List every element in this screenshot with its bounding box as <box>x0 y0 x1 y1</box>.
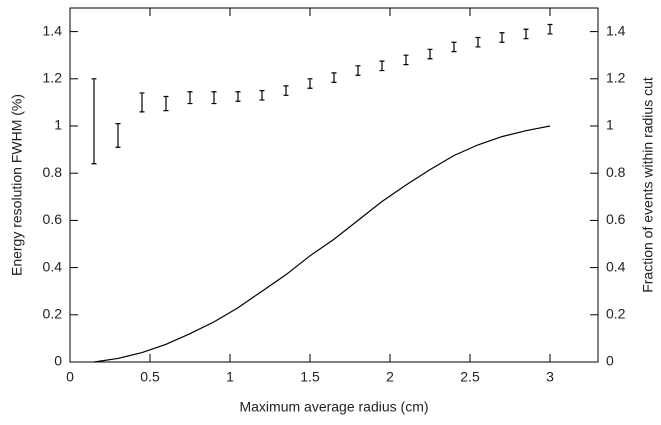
y-tick-label: 0.2 <box>43 306 63 322</box>
error-bar <box>283 85 289 96</box>
y-tick-label: 0.8 <box>43 164 63 180</box>
error-bar <box>163 95 169 112</box>
y2-tick-label: 0.6 <box>606 211 626 227</box>
error-bar <box>139 92 145 113</box>
plot-frame <box>69 7 599 363</box>
y-tick-label: 0.4 <box>43 258 63 274</box>
y2-tick-label: 1 <box>606 117 614 133</box>
error-bar <box>115 123 121 148</box>
error-bar <box>451 41 457 53</box>
x-tick-label: 0 <box>66 369 74 385</box>
x-tick-label: 0.5 <box>140 369 160 385</box>
error-bar <box>547 23 553 35</box>
error-bar <box>355 65 361 76</box>
y2-tick-label: 0.8 <box>606 164 626 180</box>
error-bar <box>235 91 241 102</box>
y-tick-label: 1 <box>54 117 62 133</box>
y2-tick-label: 0.2 <box>606 306 626 322</box>
error-bar <box>211 91 217 105</box>
y-tick-label: 1.4 <box>43 22 63 38</box>
x-tick-label: 2 <box>386 369 394 385</box>
y2-tick-label: 0 <box>606 353 614 369</box>
error-bar <box>331 72 337 83</box>
line <box>93 125 551 363</box>
error-bar <box>427 48 433 60</box>
x-tick-label: 2.5 <box>460 369 480 385</box>
y2-axis-title: Fraction of events within radius cut <box>640 77 656 293</box>
y2-tick-label: 1.4 <box>606 22 626 38</box>
x-axis-title: Maximum average radius (cm) <box>239 399 428 415</box>
y-tick-label: 0 <box>54 353 62 369</box>
y2-tick-label: 1.2 <box>606 70 626 86</box>
x-tick-label: 3 <box>546 369 554 385</box>
error-bar <box>475 36 481 48</box>
y-tick-label: 1.2 <box>43 70 63 86</box>
error-bar <box>259 90 265 101</box>
y-axis-title: Energy resolution FWHM (%) <box>9 94 25 276</box>
error-bar <box>403 54 409 66</box>
y2-tick-label: 0.4 <box>606 258 626 274</box>
error-bar <box>91 78 97 165</box>
error-bar <box>307 78 313 89</box>
error-bar <box>379 60 385 72</box>
error-bar <box>187 91 193 105</box>
x-tick-label: 1 <box>226 369 234 385</box>
error-bar <box>523 28 529 40</box>
error-bar <box>499 32 505 43</box>
x-tick-label: 1.5 <box>300 369 320 385</box>
y-tick-label: 0.6 <box>43 211 63 227</box>
